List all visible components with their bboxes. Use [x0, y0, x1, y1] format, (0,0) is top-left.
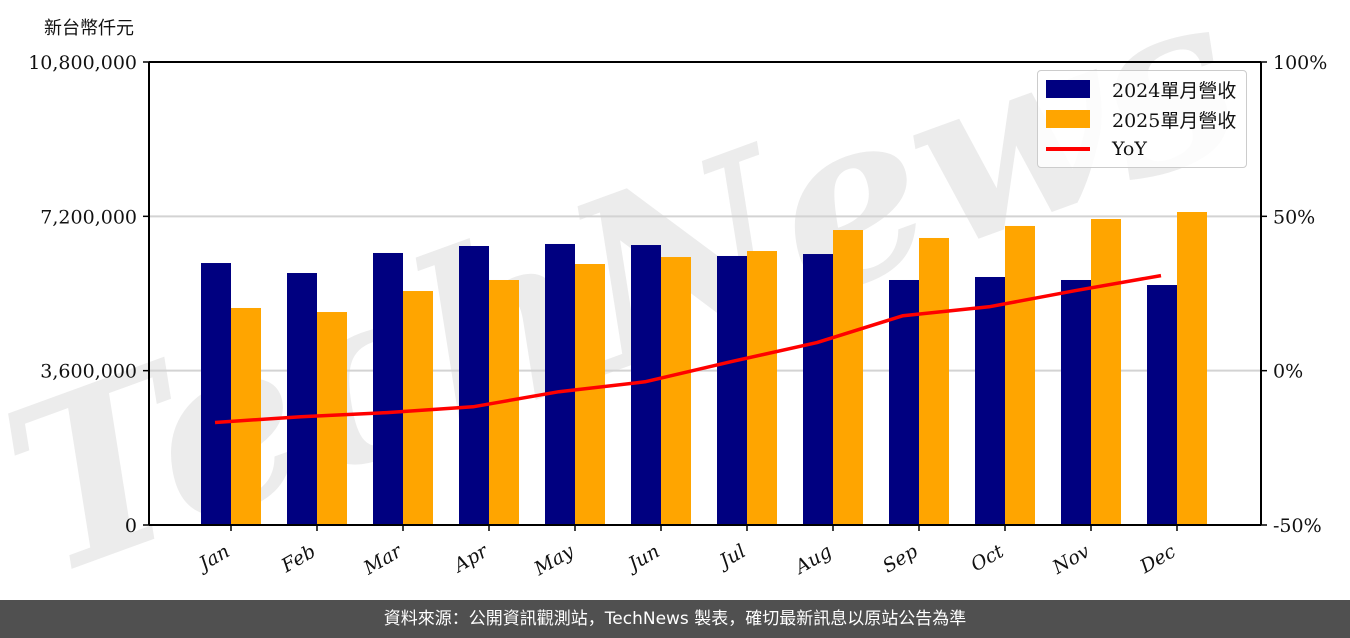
x-tick-label: Aug — [790, 540, 836, 579]
source-footer: 資料來源：公開資訊觀測站，TechNews 製表，確切最新訊息以原站公告為準 — [0, 600, 1350, 638]
x-axis-ticks: Jan Feb Mar Apr May Jun Jul Aug Sep Oct Nov Dec — [192, 525, 1180, 581]
left-tick-label: 3,600,000 — [40, 361, 137, 383]
yoy-polyline — [214, 273, 1162, 425]
bar-2025 — [661, 257, 691, 525]
legend-swatch-2025 — [1046, 110, 1090, 128]
bar-2024 — [889, 279, 919, 525]
legend-label-2024: 2024單月營收 — [1112, 79, 1237, 102]
x-tick-label: Dec — [1135, 540, 1179, 578]
x-tick-label: Jun — [621, 540, 663, 577]
bars — [201, 212, 1207, 526]
bar-2025 — [317, 312, 347, 525]
right-axis-ticks: -50% 0% 50% 100% — [1261, 52, 1327, 537]
bar-2024 — [373, 252, 403, 526]
right-tick-label: 50% — [1273, 206, 1315, 228]
right-tick-label: 0% — [1273, 361, 1303, 383]
bar-2024 — [975, 276, 1005, 525]
left-axis-ticks: 0 3,600,000 7,200,000 10,800,000 — [28, 52, 149, 537]
legend: 2024單月營收 2025單月營收 YoY — [1037, 70, 1247, 168]
right-tick-label: -50% — [1273, 515, 1322, 537]
bar-2024 — [459, 245, 489, 525]
x-tick-label: Apr — [448, 539, 493, 577]
y-axis-unit-label: 新台幣仟元 — [44, 18, 134, 39]
bar-2025 — [1091, 218, 1121, 525]
legend-label-2025: 2025單月營收 — [1112, 109, 1237, 132]
bar-2024 — [631, 245, 661, 525]
legend-swatch-2024 — [1046, 80, 1090, 98]
legend-label-yoy: YoY — [1112, 138, 1147, 160]
bar-2025 — [231, 307, 261, 525]
legend-line-yoy — [1046, 147, 1090, 151]
bar-2024 — [803, 254, 833, 525]
bar-2024 — [1147, 285, 1177, 525]
bar-2025 — [575, 264, 605, 525]
legend-item-yoy: YoY — [1046, 135, 1147, 163]
left-tick-label: 10,800,000 — [28, 52, 137, 74]
x-tick-label: May — [530, 540, 578, 580]
bar-2024 — [201, 263, 231, 525]
x-tick-label: Sep — [879, 540, 922, 577]
bar-2025 — [747, 251, 777, 526]
bar-2025 — [403, 291, 433, 525]
left-tick-label: 7,200,000 — [40, 206, 137, 228]
bar-2024 — [545, 243, 575, 525]
legend-item-2024: 2024單月營收 — [1046, 75, 1236, 103]
axes — [148, 61, 1262, 526]
x-tick-label: Mar — [359, 539, 407, 579]
bar-2025 — [919, 237, 949, 526]
right-tick-label: 100% — [1273, 52, 1327, 74]
bar-2025 — [833, 230, 863, 526]
bar-2024 — [287, 273, 317, 525]
bar-2025 — [1005, 225, 1035, 525]
left-tick-label: 0 — [125, 515, 137, 537]
x-tick-label: Nov — [1048, 540, 1094, 579]
bar-2024 — [717, 255, 747, 526]
yoy-line — [214, 273, 1162, 425]
bar-2024 — [1061, 279, 1091, 525]
x-tick-label: Oct — [967, 540, 1008, 576]
bar-2025 — [1177, 212, 1207, 526]
legend-item-2025: 2025單月營收 — [1046, 105, 1236, 133]
x-tick-label: Jul — [713, 540, 750, 574]
